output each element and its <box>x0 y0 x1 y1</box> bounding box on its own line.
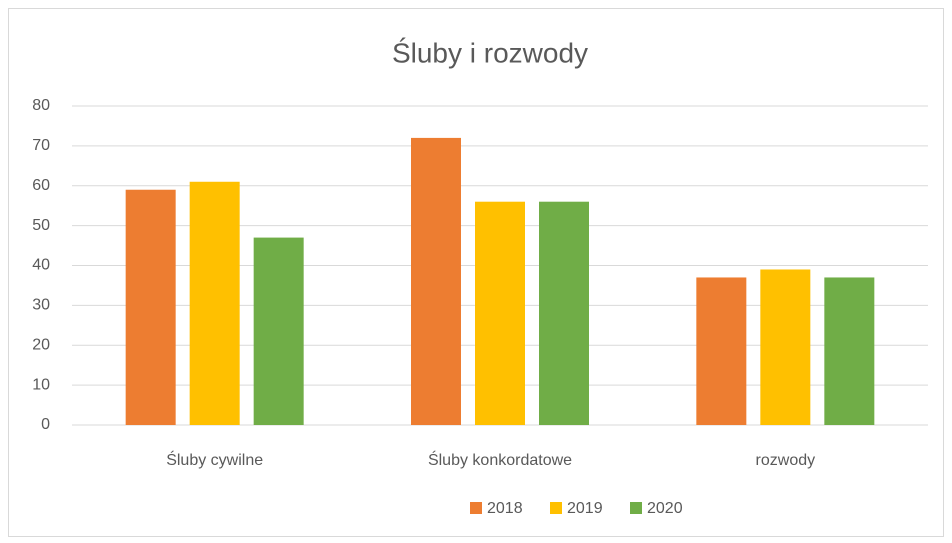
y-tick-label: 10 <box>32 376 50 393</box>
legend-label: 2018 <box>487 500 523 517</box>
bar <box>189 181 240 425</box>
y-tick-label: 60 <box>32 177 50 194</box>
x-tick-label: rozwody <box>756 452 816 469</box>
y-tick-label: 30 <box>32 297 50 314</box>
bar <box>253 237 304 425</box>
bar <box>824 277 875 425</box>
x-tick-label: Śluby konkordatowe <box>428 450 572 469</box>
y-tick-label: 70 <box>32 137 50 154</box>
legend-swatch <box>550 502 562 514</box>
bar <box>760 269 811 425</box>
y-tick-label: 40 <box>32 257 50 274</box>
bar <box>475 201 525 425</box>
bar <box>411 137 461 425</box>
legend-swatch <box>470 502 482 514</box>
bar <box>125 189 176 425</box>
y-tick-label: 80 <box>32 97 50 114</box>
chart-title: Śluby i rozwody <box>392 36 588 68</box>
bar <box>696 277 747 425</box>
legend-label: 2019 <box>567 500 603 517</box>
y-tick-label: 50 <box>32 217 50 234</box>
x-tick-label: Śluby cywilne <box>166 450 263 469</box>
y-tick-label: 20 <box>32 336 50 353</box>
legend-swatch <box>630 502 642 514</box>
y-tick-label: 0 <box>41 416 50 433</box>
bar <box>539 201 589 425</box>
legend-label: 2020 <box>647 500 683 517</box>
